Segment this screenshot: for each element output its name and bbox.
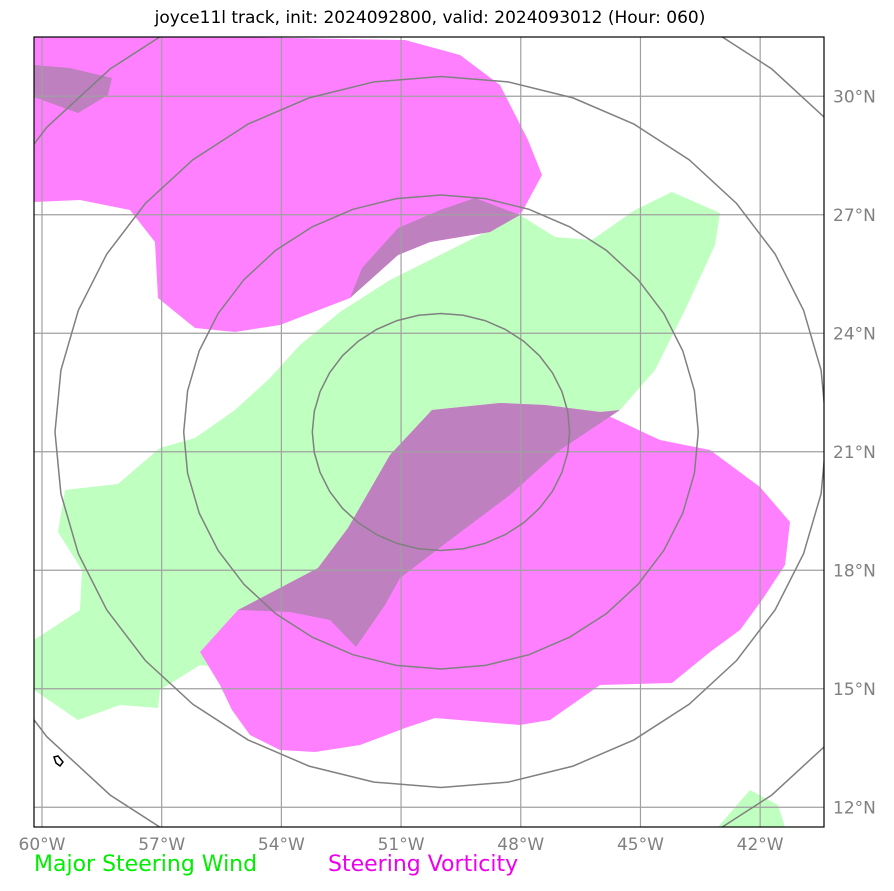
lon-tick-label: 45°W	[617, 835, 664, 855]
range-ring	[311, 312, 571, 552]
lon-tick-label: 51°W	[378, 835, 425, 855]
lon-tick-label: 54°W	[258, 835, 305, 855]
lat-tick-label: 27°N	[833, 206, 876, 226]
lon-tick-label: 57°W	[138, 835, 185, 855]
lat-tick-label: 30°N	[833, 87, 876, 107]
lon-tick-label: 48°W	[497, 835, 544, 855]
overlap-region-center	[238, 403, 620, 647]
steering-vorticity-regions	[34, 37, 790, 752]
vorticity-region-south	[200, 403, 790, 752]
legend-steering-vorticity: Steering Vorticity	[328, 852, 519, 877]
island-outline	[53, 755, 64, 768]
lat-tick-label: 21°N	[833, 443, 876, 463]
overlap-regions	[34, 65, 620, 647]
map-title: joyce11l track, init: 2024092800, valid:…	[154, 8, 706, 28]
legend-major-steering-wind: Major Steering Wind	[34, 852, 258, 877]
latitude-tick-labels: 12°N 15°N 18°N 21°N 24°N 27°N 30°N	[833, 87, 876, 818]
lat-tick-label: 24°N	[833, 324, 876, 344]
range-ring	[54, 75, 824, 789]
vorticity-region-north	[34, 37, 542, 332]
range-ring	[182, 194, 700, 670]
lon-tick-label: 42°W	[737, 835, 784, 855]
overlap-region-north	[350, 198, 520, 298]
overlap-region-upper-left	[34, 65, 112, 113]
lon-tick-label: 60°W	[19, 835, 66, 855]
lat-tick-label: 18°N	[833, 561, 876, 581]
wind-region-main-band	[34, 192, 720, 720]
lat-tick-label: 15°N	[833, 680, 876, 700]
lat-tick-label: 12°N	[833, 798, 876, 818]
map-frame	[33, 36, 825, 828]
longitude-tick-labels: 60°W 57°W 54°W 51°W 48°W 45°W 42°W	[19, 835, 784, 855]
lat-lon-gridlines	[34, 37, 824, 827]
